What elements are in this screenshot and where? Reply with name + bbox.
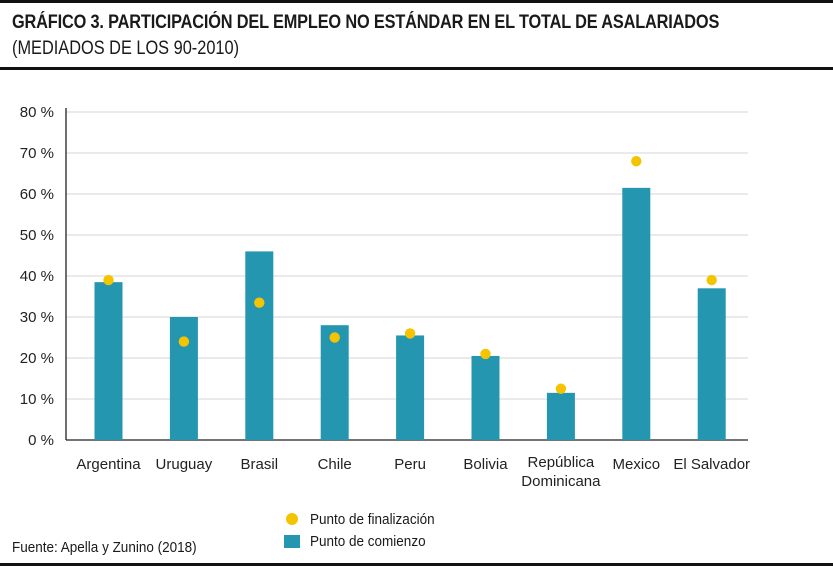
bar-start-4: [320, 325, 349, 440]
x-tick-label-line: Dominicana: [521, 473, 601, 490]
header-rule: [0, 67, 833, 70]
y-tick-label: 80 %: [20, 104, 54, 121]
bar-start-6: [471, 355, 500, 440]
x-tick-label: Uruguay: [156, 456, 213, 473]
y-tick-label: 30 %: [20, 309, 54, 326]
point-end-9: [706, 274, 717, 286]
legend-item-end: Punto de finalización: [284, 508, 448, 530]
x-tick-label: República Dominicana: [521, 454, 601, 490]
y-tick-label: 0 %: [28, 432, 54, 449]
y-tick-label: 50 %: [20, 227, 54, 244]
point-end-7: [555, 383, 567, 394]
x-tick-label-line: República: [528, 454, 595, 471]
x-tick-label: Argentina: [76, 456, 141, 473]
point-end-6: [480, 348, 491, 360]
y-tick-label: 70 %: [20, 145, 54, 162]
point-end-2: [178, 336, 190, 347]
x-tick-label: Chile: [318, 456, 352, 473]
chart-title: GRÁFICO 3. PARTICIPACIÓN DEL EMPLEO NO E…: [12, 12, 720, 33]
point-end-5: [404, 328, 416, 339]
legend: Punto de finalización Punto de comienzo: [284, 508, 448, 552]
y-tick-label: 10 %: [20, 391, 54, 408]
legend-swatch-icon: [284, 534, 300, 548]
bar-start-7: [546, 392, 575, 440]
point-end-8: [631, 156, 642, 167]
legend-item-start: Punto de comienzo: [284, 530, 448, 552]
point-end-4: [329, 332, 340, 343]
point-end-1: [103, 274, 114, 286]
legend-label-start: Punto de comienzo: [310, 532, 426, 550]
bar-start-8: [622, 187, 651, 440]
y-tick-label: 60 %: [20, 186, 54, 203]
bar-start-1: [94, 282, 123, 440]
bar-start-2: [169, 317, 198, 440]
x-tick-label: Brasil: [241, 456, 279, 473]
chart-subtitle: (MEDIADOS DE LOS 90-2010): [12, 38, 240, 59]
x-tick-label: Mexico: [613, 456, 661, 473]
top-rule: [0, 0, 833, 3]
legend-dot-icon: [286, 513, 298, 525]
y-tick-label: 20 %: [20, 350, 54, 367]
x-tick-label: Bolivia: [463, 456, 508, 473]
bar-start-3: [245, 251, 274, 440]
x-tick-label: Peru: [394, 456, 426, 473]
x-tick-label: El Salvador: [673, 456, 750, 473]
bar-start-9: [697, 288, 726, 440]
legend-label-end: Punto de finalización: [310, 510, 435, 528]
y-tick-label: 40 %: [20, 268, 54, 285]
bar-start-5: [396, 335, 425, 440]
bottom-rule: [0, 563, 833, 566]
source-note: Fuente: Apella y Zunino (2018): [12, 539, 197, 556]
point-end-3: [254, 297, 265, 308]
